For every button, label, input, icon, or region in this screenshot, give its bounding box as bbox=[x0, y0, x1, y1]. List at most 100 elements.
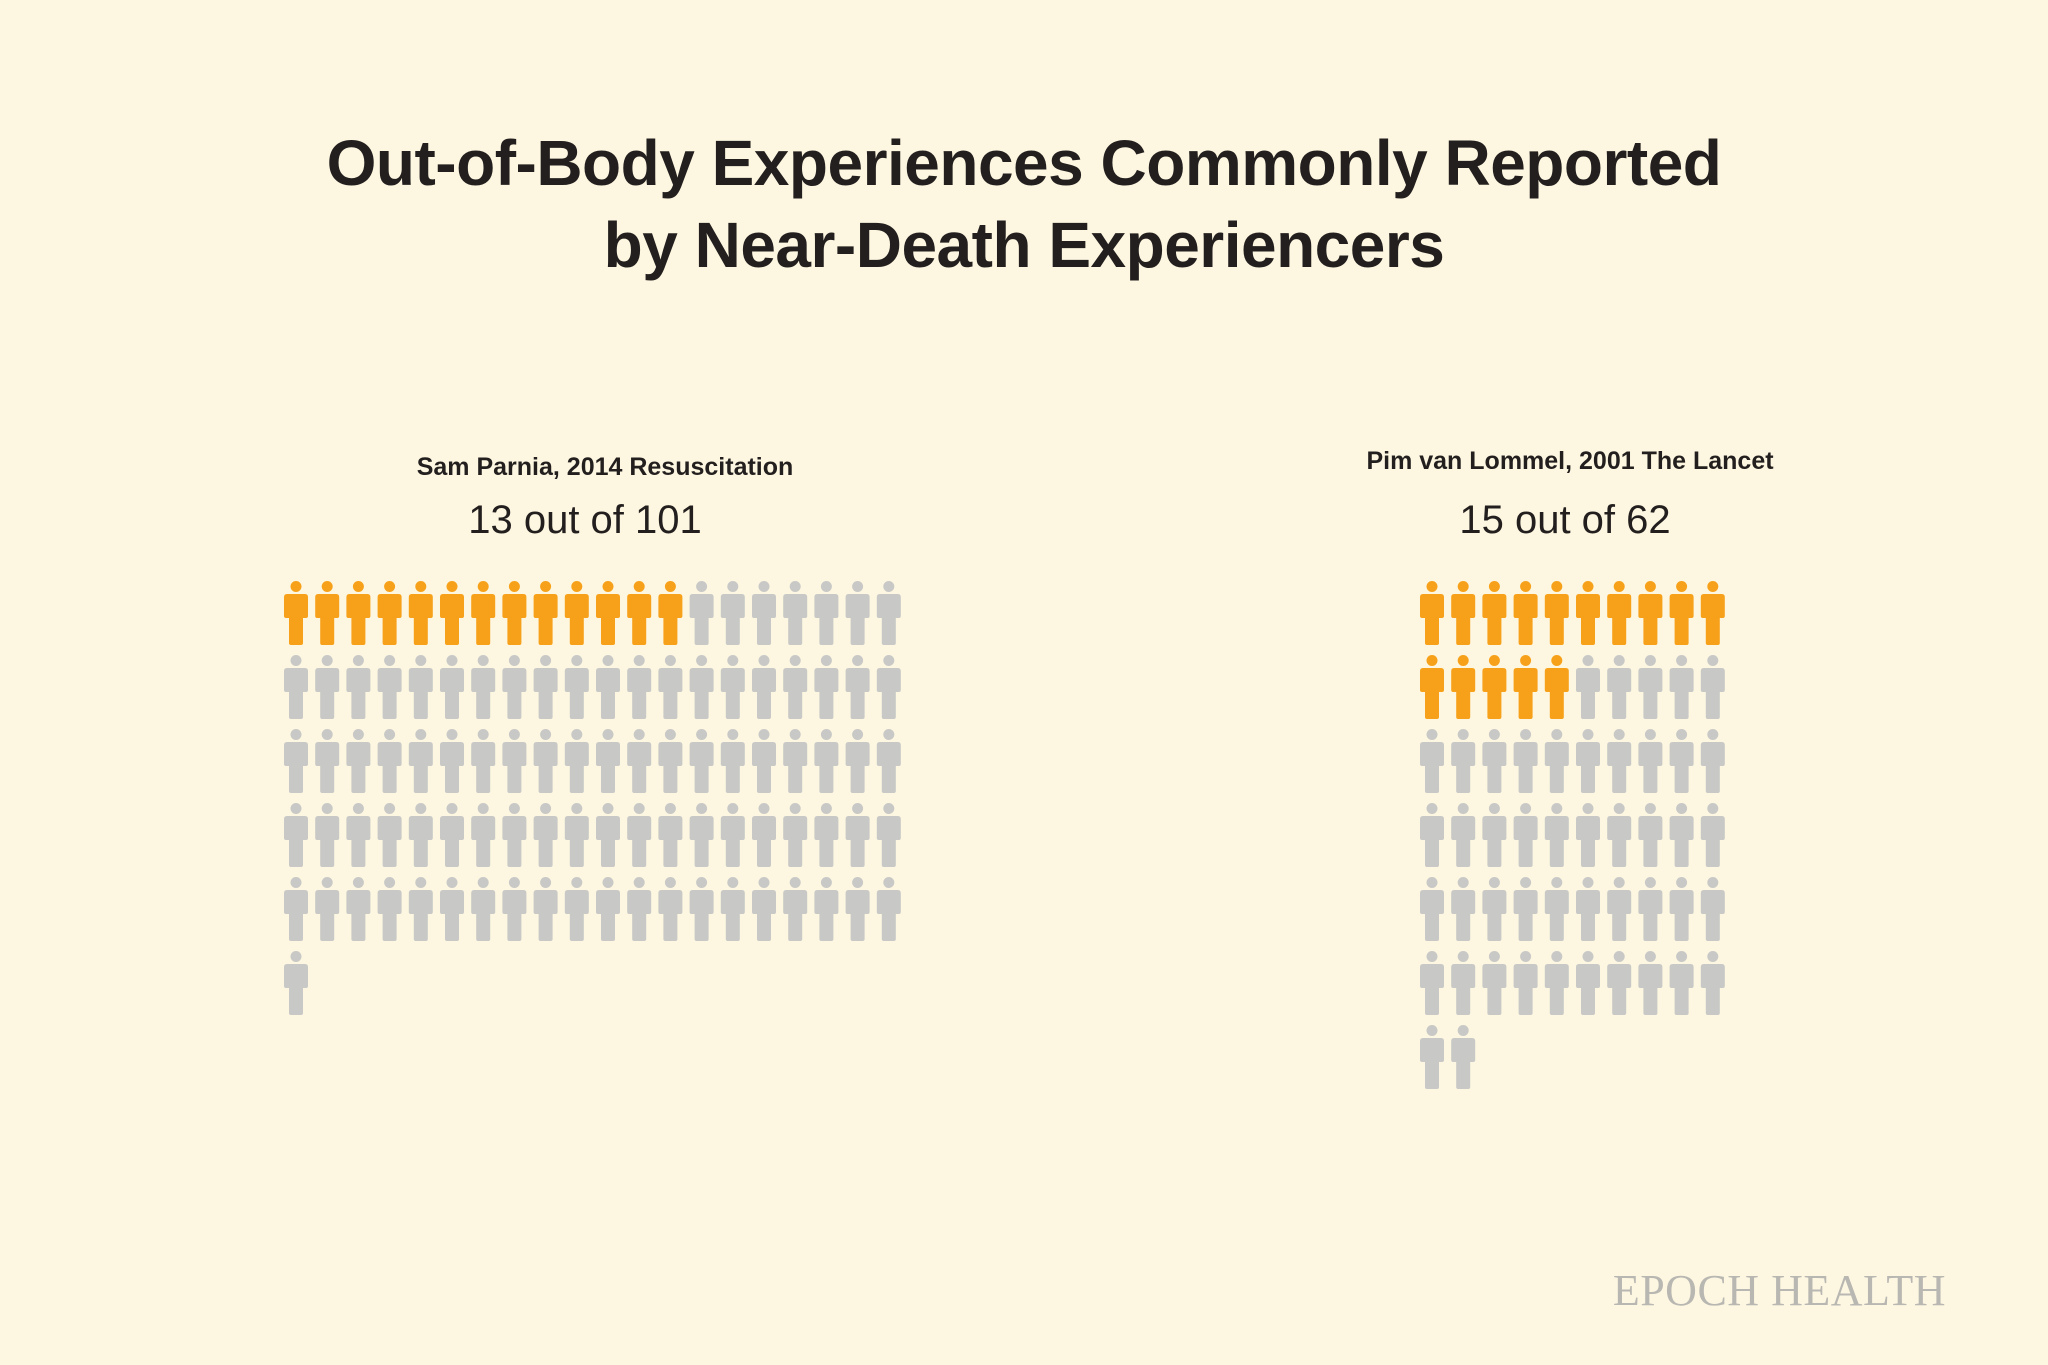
person-icon bbox=[1544, 877, 1569, 941]
person-icon bbox=[1607, 803, 1632, 867]
person-icon bbox=[1638, 803, 1663, 867]
person-icon bbox=[315, 803, 340, 867]
person-icon-highlighted bbox=[1513, 581, 1538, 645]
person-icon bbox=[1451, 729, 1476, 793]
person-icon bbox=[471, 655, 496, 719]
person-icon bbox=[1607, 655, 1632, 719]
person-icon bbox=[502, 655, 527, 719]
person-icon bbox=[1638, 877, 1663, 941]
person-icon bbox=[1451, 951, 1476, 1015]
person-icon bbox=[596, 729, 620, 793]
person-icon bbox=[533, 655, 558, 719]
person-icon bbox=[814, 729, 839, 793]
person-icon-highlighted bbox=[596, 581, 620, 645]
person-icon bbox=[658, 877, 683, 941]
chart-title-line-2: by Near-Death Experiencers bbox=[603, 209, 1445, 281]
person-icon bbox=[814, 581, 839, 645]
person-icon bbox=[315, 729, 340, 793]
person-icon-highlighted bbox=[1513, 655, 1538, 719]
person-icon bbox=[1669, 877, 1694, 941]
person-icon bbox=[1544, 729, 1569, 793]
person-icon bbox=[627, 655, 652, 719]
person-icon bbox=[1420, 1025, 1444, 1089]
person-icon bbox=[502, 803, 527, 867]
person-icon-highlighted bbox=[564, 581, 589, 645]
person-icon-highlighted bbox=[533, 581, 558, 645]
person-icon bbox=[1700, 729, 1725, 793]
person-icon bbox=[876, 581, 901, 645]
person-icon bbox=[845, 655, 870, 719]
person-icon bbox=[689, 655, 714, 719]
person-icon bbox=[752, 729, 776, 793]
person-icon bbox=[440, 729, 464, 793]
person-icon bbox=[845, 803, 870, 867]
person-icon bbox=[658, 803, 683, 867]
person-icon bbox=[502, 729, 527, 793]
person-icon bbox=[440, 803, 464, 867]
person-icon bbox=[1700, 951, 1725, 1015]
person-icon-highlighted bbox=[502, 581, 527, 645]
person-icon-highlighted bbox=[1638, 581, 1663, 645]
person-icon bbox=[1482, 729, 1507, 793]
person-icon bbox=[814, 655, 839, 719]
person-icon bbox=[346, 655, 371, 719]
person-icon bbox=[627, 803, 652, 867]
person-icon bbox=[1576, 951, 1600, 1015]
study-source-van-lommel: Pim van Lommel, 2001 The Lancet bbox=[1366, 447, 1774, 475]
person-icon-highlighted bbox=[440, 581, 464, 645]
person-icon bbox=[377, 655, 402, 719]
person-icon bbox=[284, 877, 308, 941]
person-icon bbox=[1420, 729, 1444, 793]
person-icon-highlighted bbox=[1700, 581, 1725, 645]
person-icon bbox=[1607, 877, 1632, 941]
person-icon bbox=[564, 877, 589, 941]
person-icon bbox=[752, 877, 776, 941]
person-icon bbox=[658, 729, 683, 793]
person-icon bbox=[876, 655, 901, 719]
person-icon-highlighted bbox=[1482, 581, 1507, 645]
person-icon bbox=[284, 655, 308, 719]
person-icon bbox=[876, 877, 901, 941]
person-icon bbox=[408, 803, 433, 867]
chart-title: Out-of-Body Experiences Commonly Reporte… bbox=[0, 122, 2048, 286]
person-icon bbox=[564, 803, 589, 867]
person-icon bbox=[346, 803, 371, 867]
person-icon bbox=[627, 729, 652, 793]
person-icon bbox=[596, 877, 620, 941]
person-icon bbox=[783, 729, 808, 793]
study-stat-parnia: 13 out of 101 bbox=[468, 498, 702, 542]
person-icon bbox=[502, 877, 527, 941]
person-icon bbox=[408, 655, 433, 719]
pictogram-grid-van-lommel bbox=[1420, 581, 1725, 1089]
person-icon bbox=[689, 581, 714, 645]
person-icon bbox=[284, 729, 308, 793]
person-icon bbox=[720, 803, 745, 867]
person-icon bbox=[1482, 803, 1507, 867]
person-icon bbox=[440, 655, 464, 719]
person-icon bbox=[1669, 729, 1694, 793]
person-icon bbox=[689, 877, 714, 941]
person-icon bbox=[783, 655, 808, 719]
person-icon bbox=[814, 803, 839, 867]
person-icon bbox=[1700, 655, 1725, 719]
person-icon bbox=[1482, 951, 1507, 1015]
person-icon bbox=[533, 803, 558, 867]
person-icon bbox=[1669, 951, 1694, 1015]
person-icon bbox=[689, 803, 714, 867]
person-icon bbox=[596, 655, 620, 719]
person-icon bbox=[845, 581, 870, 645]
person-icon-highlighted bbox=[315, 581, 340, 645]
person-icon-highlighted bbox=[1544, 655, 1569, 719]
person-icon bbox=[1638, 951, 1663, 1015]
person-icon bbox=[1451, 1025, 1476, 1089]
person-icon-highlighted bbox=[408, 581, 433, 645]
person-icon bbox=[752, 655, 776, 719]
person-icon bbox=[783, 581, 808, 645]
person-icon bbox=[1513, 877, 1538, 941]
person-icon bbox=[720, 655, 745, 719]
person-icon bbox=[1544, 951, 1569, 1015]
person-icon bbox=[440, 877, 464, 941]
person-icon-highlighted bbox=[346, 581, 371, 645]
person-icon bbox=[1669, 803, 1694, 867]
person-icon-highlighted bbox=[1482, 655, 1507, 719]
